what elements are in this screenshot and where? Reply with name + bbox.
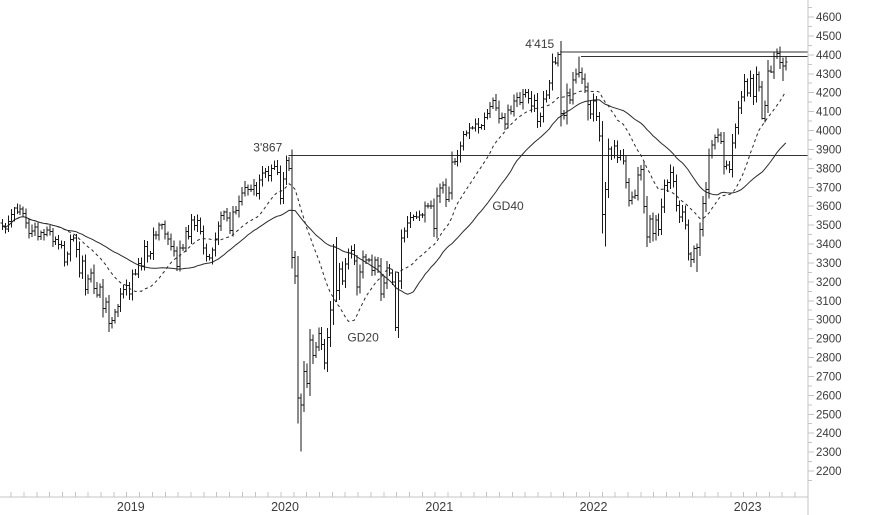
ma-label-gd20: GD20: [347, 331, 379, 345]
y-axis-label: 2400: [816, 428, 842, 440]
y-axis-label: 3700: [816, 182, 842, 194]
y-axis-label: 4000: [816, 126, 842, 138]
y-axis-label: 2300: [816, 447, 842, 459]
ma-line-gd20: [2, 90, 787, 322]
y-axis-label: 3200: [816, 277, 842, 289]
y-axis-label: 3800: [816, 163, 842, 175]
y-axis-label: 3000: [816, 315, 842, 327]
y-axis-label: 3500: [816, 220, 842, 232]
price-bars: [0, 41, 788, 452]
y-axis-label: 2700: [816, 371, 842, 383]
y-axis-label: 3300: [816, 258, 842, 270]
x-axis-year-label: 2019: [117, 500, 145, 514]
y-axis-label: 4600: [816, 12, 842, 24]
ma-line-gd40: [2, 99, 787, 295]
y-axis-label: 2600: [816, 390, 842, 402]
y-axis-label: 2900: [816, 334, 842, 346]
y-axis-label: 3100: [816, 296, 842, 308]
resistance-line-label: 4'415: [525, 37, 554, 51]
y-axis-label: 4500: [816, 31, 842, 43]
y-axis-label: 3600: [816, 201, 842, 213]
y-axis-label: 3900: [816, 144, 842, 156]
x-axis-year-label: 2021: [425, 500, 453, 514]
x-axis-year-label: 2023: [734, 500, 762, 514]
y-axis-label: 2800: [816, 353, 842, 365]
y-axis-label: 3400: [816, 239, 842, 251]
x-axis-year-label: 2022: [580, 500, 608, 514]
y-axis-label: 4300: [816, 69, 842, 81]
y-axis-label: 4200: [816, 88, 842, 100]
y-axis-label: 4100: [816, 107, 842, 119]
y-axis-label: 2500: [816, 409, 842, 421]
y-axis-label: 2200: [816, 466, 842, 478]
resistance-line-label: 3'867: [253, 141, 282, 155]
ma-label-gd40: GD40: [492, 199, 524, 213]
x-axis-year-label: 2020: [271, 500, 299, 514]
y-axis-label: 4400: [816, 50, 842, 62]
